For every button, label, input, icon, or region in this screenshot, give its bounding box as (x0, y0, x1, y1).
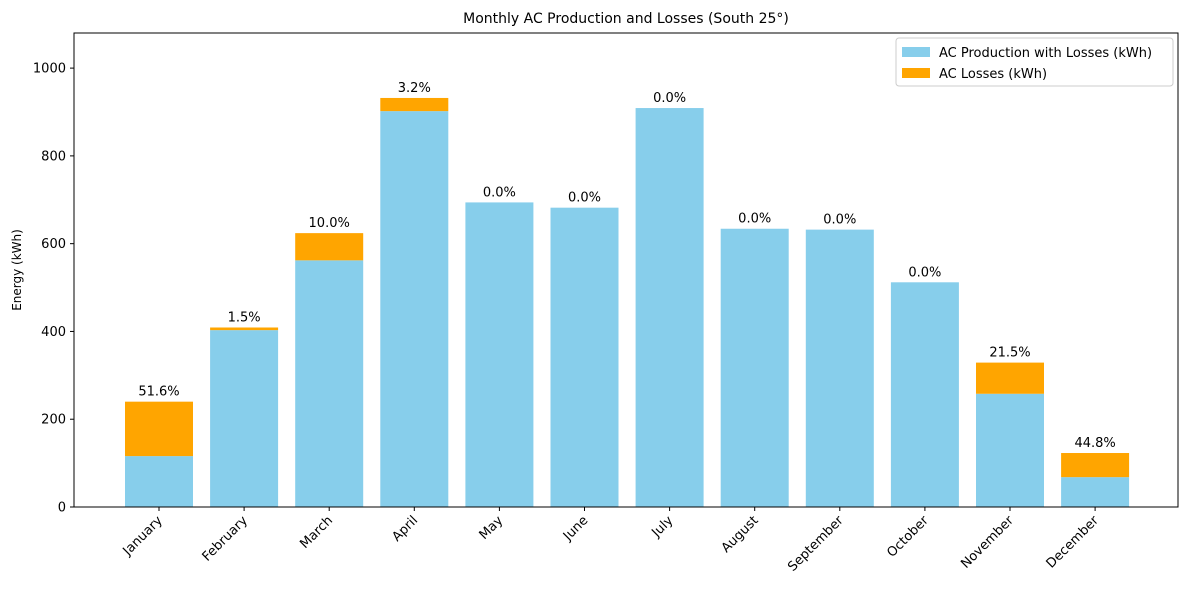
x-tick-label-august: August (719, 513, 762, 556)
bar-losses-january (125, 401, 193, 457)
x-tick-label-november: November (958, 513, 1017, 572)
bar-production-august (720, 228, 789, 507)
bar-losses-march (295, 233, 364, 261)
data-label-november: 21.5% (989, 346, 1030, 361)
data-label-july: 0.0% (653, 91, 686, 106)
legend-label: AC Production with Losses (kWh) (939, 46, 1152, 61)
data-label-january: 51.6% (138, 385, 179, 400)
legend: AC Production with Losses (kWh) AC Losses… (895, 37, 1174, 87)
bar-losses-april (380, 97, 449, 112)
x-tick-label-july: July (649, 513, 677, 541)
bar-production-december (1061, 477, 1130, 507)
plot-frame (73, 32, 1179, 508)
y-tick-label: 600 (41, 237, 66, 252)
legend-swatch (902, 47, 930, 57)
x-tick-label-march: March (297, 513, 336, 552)
y-tick-label: 200 (41, 413, 66, 428)
legend-swatch (902, 68, 930, 78)
x-axis: January February March April May June July Augu… (120, 507, 1103, 575)
x-tick-label-january: January (120, 513, 166, 559)
chart-title: Monthly AC Production and Losses (South … (463, 11, 789, 27)
bars-group (125, 97, 1130, 508)
x-tick-label-october: October (884, 513, 932, 561)
data-label-december: 44.8% (1074, 436, 1115, 451)
x-tick-label-june: June (560, 513, 591, 544)
bar-production-june (550, 207, 619, 507)
data-label-august: 0.0% (738, 212, 771, 227)
data-label-june: 0.0% (568, 191, 601, 206)
bar-production-may (465, 202, 534, 507)
data-label-october: 0.0% (908, 265, 941, 280)
bar-production-november (976, 393, 1044, 507)
x-tick-label-december: December (1044, 513, 1103, 572)
bar-production-february (210, 330, 279, 507)
data-label-september: 0.0% (823, 213, 856, 228)
bar-production-march (295, 260, 364, 507)
bar-production-october (890, 282, 959, 507)
bar-losses-november (976, 362, 1044, 394)
bar-losses-february (210, 327, 279, 331)
y-tick-label: 400 (41, 325, 66, 340)
y-tick-label: 0 (58, 501, 66, 516)
legend-box (895, 37, 1174, 87)
data-label-march: 10.0% (309, 216, 350, 231)
data-label-may: 0.0% (483, 185, 516, 200)
y-axis: 0 200 400 600 800 1000 (33, 62, 74, 516)
x-tick-label-may: May (477, 513, 507, 543)
y-tick-label: 1000 (33, 62, 66, 77)
bar-production-april (380, 111, 449, 507)
bar-production-january (125, 456, 193, 507)
x-tick-label-april: April (390, 513, 422, 545)
bar-losses-december (1061, 453, 1130, 478)
y-axis-label: Energy (kWh) (10, 229, 24, 311)
x-tick-label-september: September (785, 513, 847, 575)
data-labels-group: 51.6% 1.5% 10.0% 3.2% 0.0% 0.0% 0.0% 0.0% 0.0% 0.… (138, 81, 1115, 451)
bar-production-july (635, 108, 704, 508)
y-tick-label: 800 (41, 149, 66, 164)
data-label-february: 1.5% (228, 310, 261, 325)
data-label-april: 3.2% (398, 81, 431, 96)
bar-production-september (805, 229, 874, 507)
x-tick-label-february: February (200, 513, 252, 565)
legend-label: AC Losses (kWh) (939, 67, 1047, 82)
